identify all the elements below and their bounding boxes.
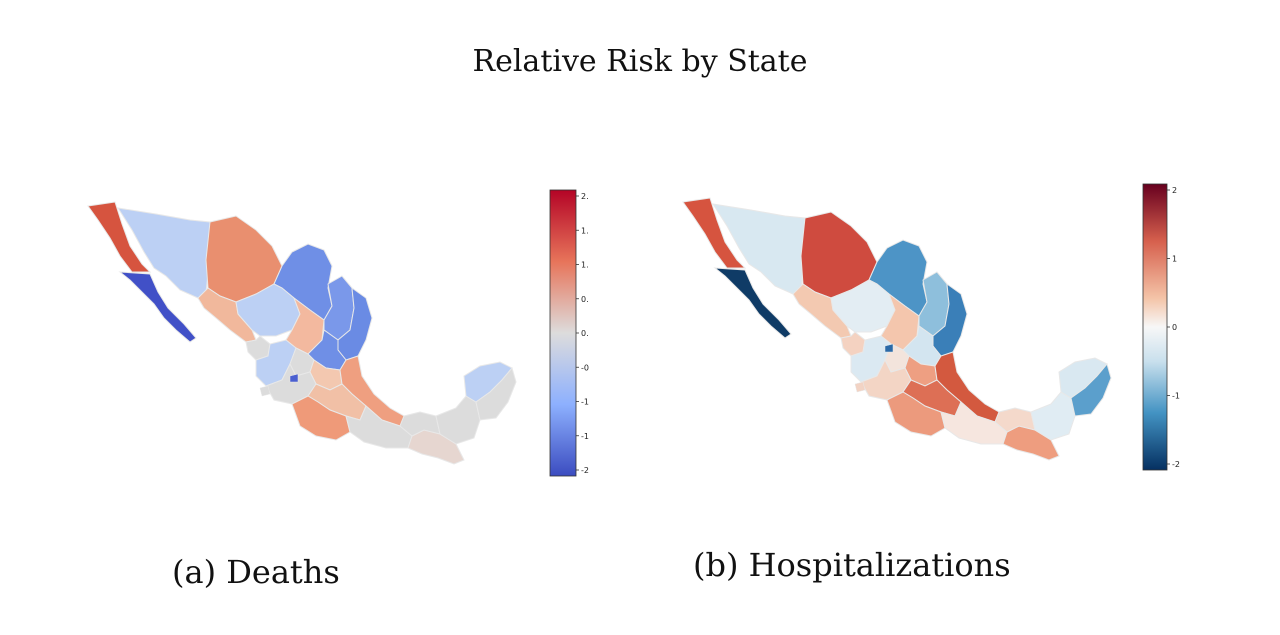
deaths-colorbar (549, 189, 577, 477)
state-baja-california[interactable] (682, 197, 747, 269)
state-michoacan[interactable] (860, 358, 912, 401)
colorbar-tick-label: -0 (581, 363, 589, 372)
colorbar-tick-label: -1 (1172, 392, 1180, 401)
state-colima[interactable] (854, 381, 866, 393)
deaths-caption: (a) Deaths (172, 553, 340, 591)
state-quintana-roo[interactable] (475, 366, 517, 421)
colorbar-tick-label: 2. (581, 192, 589, 201)
state-sinaloa[interactable] (197, 287, 257, 343)
deaths-choropleth: 2. 1. 1. 0. 0. -0 -1 -1 -2 (87, 189, 589, 477)
state-tabasco[interactable] (994, 407, 1036, 433)
state-aguascalientes[interactable] (289, 373, 299, 383)
colorbar-tick-label: 1. (581, 226, 589, 235)
hospitalizations-map-panel: 2 1 0 -1 -2 (655, 176, 1215, 486)
state-tabasco[interactable] (399, 411, 441, 437)
colorbar-tick-label: -1 (581, 432, 589, 441)
colorbar-tick-label: -1 (581, 398, 589, 407)
hospitalizations-colorbar (1142, 183, 1168, 471)
colorbar-tick-label: 2 (1172, 186, 1177, 195)
state-aguascalientes[interactable] (884, 343, 894, 353)
state-baja-california[interactable] (87, 201, 152, 273)
state-baja-california-sur[interactable] (713, 267, 792, 339)
deaths-map-panel: 2. 1. 1. 0. 0. -0 -1 -1 -2 (60, 180, 620, 490)
hospitalizations-caption: (b) Hospitalizations (693, 546, 1011, 584)
state-sinaloa[interactable] (792, 283, 852, 339)
hospitalizations-colorbar-ticks: 2 1 0 -1 -2 (1167, 186, 1180, 469)
state-baja-california-sur[interactable] (118, 271, 197, 343)
colorbar-tick-label: 1. (581, 261, 589, 270)
state-michoacan[interactable] (265, 362, 317, 405)
figure-title: Relative Risk by State (472, 44, 808, 79)
colorbar-tick-label: -2 (1172, 460, 1180, 469)
state-quintana-roo[interactable] (1070, 362, 1112, 417)
deaths-colorbar-ticks: 2. 1. 1. 0. 0. -0 -1 -1 -2 (576, 192, 589, 475)
colorbar-tick-label: 1 (1172, 255, 1177, 264)
colorbar-tick-label: 0 (1172, 323, 1177, 332)
colorbar-tick-label: 0. (581, 295, 589, 304)
colorbar-tick-label: -2 (581, 466, 589, 475)
colorbar-tick-label: 0. (581, 329, 589, 338)
hospitalizations-choropleth: 2 1 0 -1 -2 (682, 183, 1180, 471)
state-colima[interactable] (259, 385, 271, 397)
